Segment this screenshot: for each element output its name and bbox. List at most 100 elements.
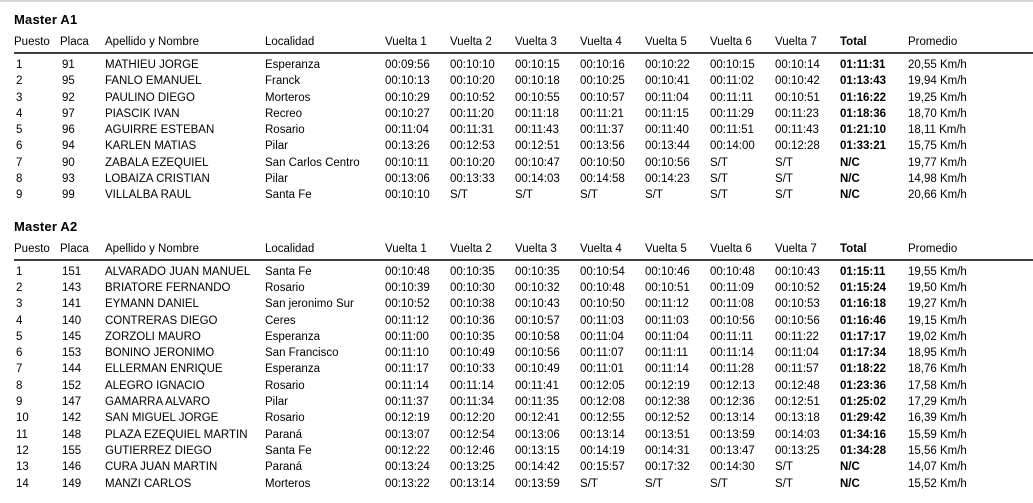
cell-vuelta-1: 00:10:11: [385, 156, 429, 169]
cell-placa: 146: [62, 461, 82, 474]
cell-promedio: 15,52 Km/h: [908, 477, 967, 490]
cell-placa: 147: [62, 396, 82, 409]
cell-vuelta-2: 00:10:35: [450, 330, 495, 343]
cell-localidad: Esperanza: [265, 330, 320, 343]
cell-total: 01:18:36: [840, 107, 887, 120]
cell-localidad: Rosario: [265, 281, 305, 294]
cell-placa: 141: [62, 298, 82, 311]
cell-vuelta-6: 00:12:13: [710, 379, 755, 392]
cell-apellido-y-nombre: PIASCIK IVAN: [105, 107, 180, 120]
cell-vuelta-4: 00:14:58: [580, 173, 625, 186]
cell-vuelta-6: 00:11:29: [710, 107, 754, 120]
cell-vuelta-6: 00:10:48: [710, 265, 755, 278]
cell-localidad: Franck: [265, 75, 301, 88]
cell-vuelta-3: 00:10:18: [515, 75, 560, 88]
cell-placa: 149: [62, 477, 82, 490]
cell-vuelta-5: 00:10:56: [645, 156, 690, 169]
cell-promedio: 19,02 Km/h: [908, 330, 967, 343]
cell-vuelta-7: 00:14:03: [775, 428, 820, 441]
cell-placa: 148: [62, 428, 82, 441]
cell-puesto: 11: [16, 428, 28, 441]
cell-placa: 95: [62, 75, 75, 88]
cell-vuelta-2: 00:10:38: [450, 298, 495, 311]
cell-placa: 153: [62, 347, 82, 360]
cell-vuelta-4: 00:13:56: [580, 140, 625, 153]
cell-vuelta-3: 00:11:43: [515, 124, 559, 137]
cell-vuelta-6: 00:13:59: [710, 428, 755, 441]
column-header-placa: Placa: [60, 240, 105, 261]
cell-apellido-y-nombre: VILLALBA RAUL: [105, 189, 192, 202]
result-row: 8 93 LOBAIZA CRISTIAN Pilar 00:13:06 00:13:33…: [14, 171, 1033, 187]
cell-apellido-y-nombre: CURA JUAN MARTIN: [105, 461, 218, 474]
cell-promedio: 18,70 Km/h: [908, 107, 967, 120]
cell-vuelta-1: 00:11:14: [385, 379, 429, 392]
result-row: 1 151 ALVARADO JUAN MANUEL Santa Fe 00:10:48…: [14, 260, 1033, 280]
cell-vuelta-7: 00:12:28: [775, 140, 820, 153]
cell-promedio: 16,39 Km/h: [908, 412, 967, 425]
result-row: 13 146 CURA JUAN MARTIN Paraná 00:13:24 00:13…: [14, 459, 1033, 475]
results-table-master-a2: Puesto Placa Apellido y Nombre Localidad Vue…: [14, 240, 1033, 492]
cell-vuelta-1: 00:13:06: [385, 173, 430, 186]
cell-apellido-y-nombre: MANZI CARLOS: [105, 477, 192, 490]
cell-vuelta-5: 00:13:44: [645, 140, 690, 153]
cell-vuelta-2: 00:11:31: [450, 124, 494, 137]
cell-vuelta-7: S/T: [775, 156, 793, 169]
column-header-vuelta-3: Vuelta 3: [515, 34, 580, 54]
cell-promedio: 19,25 Km/h: [908, 91, 967, 104]
cell-vuelta-2: 00:10:10: [450, 59, 495, 71]
cell-placa: 142: [62, 412, 82, 425]
cell-vuelta-3: 00:10:56: [515, 347, 560, 360]
cell-vuelta-4: 00:12:08: [580, 396, 625, 409]
cell-localidad: Santa Fe: [265, 265, 312, 278]
cell-total: 01:17:34: [840, 347, 887, 360]
cell-vuelta-6: S/T: [710, 156, 728, 169]
cell-vuelta-3: 00:10:47: [515, 156, 560, 169]
column-header-promedio: Promedio: [908, 34, 1033, 54]
result-row: 8 152 ALEGRO IGNACIO Rosario 00:11:14 00:11:1…: [14, 378, 1033, 394]
cell-vuelta-2: 00:13:33: [450, 173, 495, 186]
cell-vuelta-7: 00:11:43: [775, 124, 819, 137]
cell-vuelta-2: 00:10:20: [450, 156, 495, 169]
cell-vuelta-4: 00:10:54: [580, 265, 625, 278]
cell-vuelta-5: 00:12:19: [645, 379, 690, 392]
cell-localidad: Pilar: [265, 396, 289, 409]
cell-total: 01:16:18: [840, 298, 887, 311]
cell-vuelta-2: 00:10:20: [450, 75, 495, 88]
cell-apellido-y-nombre: EYMANN DANIEL: [105, 298, 199, 311]
cell-apellido-y-nombre: PAULINO DIEGO: [105, 91, 195, 104]
cell-placa: 155: [62, 444, 82, 457]
cell-promedio: 14,07 Km/h: [908, 461, 967, 474]
cell-vuelta-3: S/T: [515, 189, 533, 202]
cell-vuelta-6: 00:12:36: [710, 396, 755, 409]
cell-apellido-y-nombre: AGUIRRE ESTEBAN: [105, 124, 215, 137]
column-header-vuelta-7: Vuelta 7: [775, 240, 840, 261]
cell-vuelta-2: 00:11:34: [450, 396, 494, 409]
cell-puesto: 5: [16, 330, 23, 343]
cell-total: 01:25:02: [840, 396, 887, 409]
column-header-puesto: Puesto: [14, 240, 60, 261]
cell-vuelta-4: S/T: [580, 477, 598, 490]
cell-vuelta-4: 00:11:07: [580, 347, 624, 360]
cell-vuelta-1: 00:10:29: [385, 91, 430, 104]
cell-vuelta-2: 00:10:36: [450, 314, 495, 327]
cell-vuelta-3: 00:10:35: [515, 265, 560, 278]
column-header-vuelta-6: Vuelta 6: [710, 34, 775, 54]
result-row: 7 90 ZABALA EZEQUIEL San Carlos Centro 00:10…: [14, 155, 1033, 171]
column-header-apellido-y-nombre: Apellido y Nombre: [105, 34, 265, 54]
cell-vuelta-7: 00:12:51: [775, 396, 820, 409]
cell-placa: 152: [62, 379, 82, 392]
cell-vuelta-4: 00:13:14: [580, 428, 625, 441]
cell-vuelta-1: 00:11:12: [385, 314, 429, 327]
cell-puesto: 4: [16, 107, 23, 120]
cell-total: 01:33:21: [840, 140, 887, 153]
cell-vuelta-4: 00:11:37: [580, 124, 624, 137]
cell-apellido-y-nombre: CONTRERAS DIEGO: [105, 314, 218, 327]
cell-localidad: San jeronimo Sur: [265, 298, 354, 311]
column-header-vuelta-7: Vuelta 7: [775, 34, 840, 54]
cell-vuelta-6: 00:11:08: [710, 298, 754, 311]
cell-puesto: 10: [16, 412, 29, 425]
cell-vuelta-3: 00:11:35: [515, 396, 559, 409]
cell-vuelta-6: 00:11:28: [710, 363, 754, 376]
cell-vuelta-6: S/T: [710, 477, 728, 490]
cell-total: 01:16:22: [840, 91, 887, 104]
